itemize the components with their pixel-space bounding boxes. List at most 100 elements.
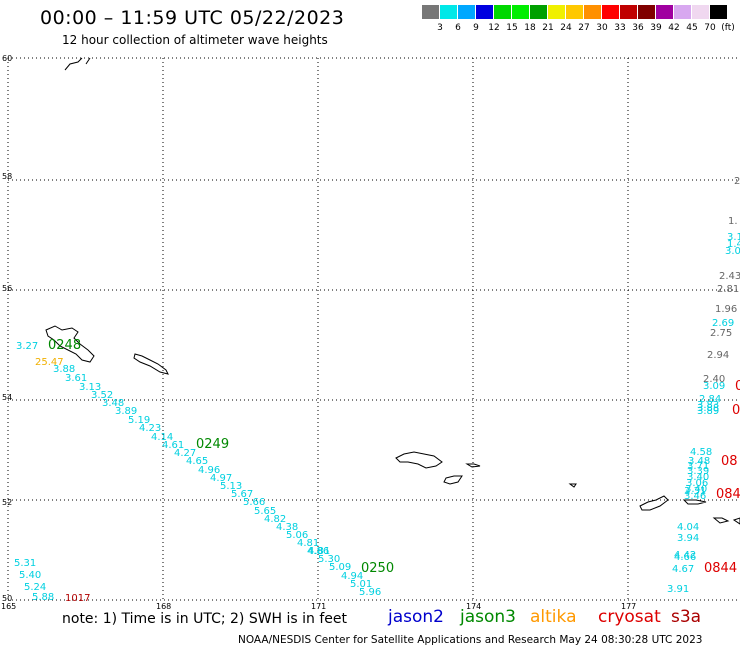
- pass-time-label: 0844: [704, 561, 737, 576]
- swh-value-cyan: 3.88: [697, 403, 719, 414]
- swh-value-cyan: 3.91: [667, 584, 689, 595]
- scale-swatch: [512, 5, 529, 19]
- scale-label: 33: [614, 23, 626, 33]
- scale-label: 70: [704, 23, 716, 33]
- lat-label-54: 54: [2, 393, 12, 402]
- lon-label-177: 177: [621, 602, 636, 611]
- scale-swatch: [422, 5, 439, 19]
- swh-value-cyan: 3.06: [686, 478, 708, 489]
- wave-height-values: 3.273.883.613.133.523.483.895.194.234.14…: [14, 176, 740, 604]
- lat-label-56: 56: [2, 284, 12, 293]
- scale-swatch: [476, 5, 493, 19]
- swh-value-cyan: 5.88: [32, 592, 54, 603]
- satellite-s3a: s3a: [671, 607, 702, 627]
- swh-value-cyan: 3.09: [703, 381, 725, 392]
- swh-value-cyan: 4.94: [341, 571, 363, 582]
- swh-value-cyan: 2.84: [699, 394, 721, 405]
- swh-value-cyan: 3.0: [725, 246, 740, 257]
- swh-value-cyan: 4.58: [690, 447, 712, 458]
- scale-label: 15: [506, 23, 518, 33]
- swh-value-cyan: 4.42: [674, 550, 696, 561]
- swh-value-cyan: 4.61: [162, 440, 184, 451]
- pass-time-label: 0249: [196, 437, 229, 452]
- swh-value-gray: 2.: [734, 176, 740, 187]
- scale-swatch: [656, 5, 673, 19]
- satellite-jason2: jason2: [388, 607, 444, 627]
- swh-value-cyan: 5.31: [14, 558, 36, 569]
- swh-value-gray: 1.: [728, 216, 738, 227]
- map-frame: [7, 57, 740, 601]
- coastline-islands: [45, 57, 740, 525]
- scale-swatch: [530, 5, 547, 19]
- scale-swatch: [548, 5, 565, 19]
- map-title: 00:00 – 11:59 UTC 05/22/2023: [40, 7, 345, 29]
- pass-time-label: 0: [732, 403, 740, 418]
- swh-value-gray: 2.43: [719, 271, 740, 282]
- swh-value-cyan: 3.52: [91, 390, 113, 401]
- swh-value-cyan: 4.81: [297, 538, 319, 549]
- swh-value-cyan: 5.67: [231, 489, 253, 500]
- scale-swatch: [602, 5, 619, 19]
- swh-value-cyan: 2.69: [712, 318, 734, 329]
- swh-value-cyan: 5.65: [254, 506, 276, 517]
- lon-label-174: 174: [466, 602, 481, 611]
- swh-value-cyan: 3.40: [687, 472, 709, 483]
- scale-swatch: [710, 5, 727, 19]
- swh-value-cyan: 3.48: [688, 456, 710, 467]
- pass-time-label: 0: [735, 379, 740, 394]
- pass-time-label: 08: [721, 454, 738, 469]
- scale-label: 27: [578, 23, 590, 33]
- scale-swatch: [566, 5, 583, 19]
- swh-value-red: 1017: [65, 593, 90, 604]
- lat-label-52: 52: [2, 498, 12, 507]
- swh-value-cyan: 3.61: [65, 373, 87, 384]
- scale-label: 3: [437, 23, 443, 33]
- satellite-altika: altika: [530, 607, 577, 627]
- scale-swatch: [692, 5, 709, 19]
- scale-label: 36: [632, 23, 644, 33]
- swh-value-cyan: 3.1: [727, 232, 740, 243]
- scale-swatch: [638, 5, 655, 19]
- lat-label-50: 50: [2, 594, 12, 603]
- swh-value-cyan: 3.31: [684, 486, 706, 497]
- swh-value-cyan: 3.71: [687, 461, 709, 472]
- swh-value-cyan: 5.06: [286, 530, 308, 541]
- lon-label-171: 171: [311, 602, 326, 611]
- footer-note: note: 1) Time is in UTC; 2) SWH is in fe…: [62, 611, 348, 627]
- swh-value-cyan: 4.14: [151, 432, 173, 443]
- swh-value-cyan: 3.27: [16, 341, 38, 352]
- scale-swatch: [494, 5, 511, 19]
- swh-value-cyan: 5.13: [220, 481, 242, 492]
- swh-value-gray: 2.81: [717, 284, 739, 295]
- swh-value-yellow: 25.47: [35, 357, 64, 368]
- swh-value-cyan: 3.88: [53, 364, 75, 375]
- swh-value-cyan: 3.48: [102, 398, 124, 409]
- swh-value-cyan: 4.86: [307, 546, 329, 557]
- swh-value-cyan: 3.89: [115, 406, 137, 417]
- scale-label: 21: [542, 23, 554, 33]
- scale-label: 42: [668, 23, 680, 33]
- pass-time-label: 0248: [48, 338, 81, 353]
- satellite-jason3: jason3: [460, 607, 516, 627]
- scale-label: 24: [560, 23, 572, 33]
- scale-swatch: [440, 5, 457, 19]
- scale-swatch: [674, 5, 691, 19]
- swh-value-cyan: 5.19: [128, 415, 150, 426]
- lat-label-60: 60: [2, 54, 12, 63]
- pass-time-label: 0250: [361, 561, 394, 576]
- map-subtitle: 12 hour collection of altimeter wave hei…: [62, 33, 328, 47]
- scale-label: 39: [650, 23, 662, 33]
- swh-value-cyan: 3.40: [685, 484, 707, 495]
- swh-value-cyan: 4.66: [674, 552, 696, 563]
- swh-value-cyan: 5.40: [19, 570, 41, 581]
- swh-value-cyan: 4.23: [139, 423, 161, 434]
- swh-value-cyan: 4.04: [677, 522, 699, 533]
- swh-value-cyan: 4.82: [264, 514, 286, 525]
- pass-time-labels: 0248 0249 0250 0 0 08 084 0844: [48, 338, 740, 576]
- scale-label: (ft): [721, 23, 735, 33]
- scale-label: 18: [524, 23, 536, 33]
- swh-value-cyan: 5.24: [24, 582, 46, 593]
- swh-value-cyan: 4.81: [308, 546, 330, 557]
- credit-line: NOAA/NESDIS Center for Satellite Applica…: [238, 634, 703, 646]
